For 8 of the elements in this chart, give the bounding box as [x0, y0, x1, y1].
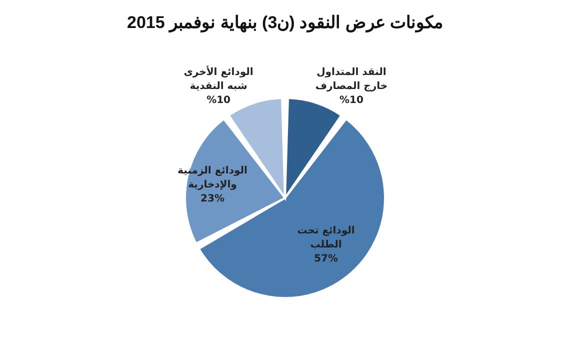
data-label: 23% [200, 193, 224, 204]
slice-label: النقد المتداول خارج المصارف [315, 66, 388, 92]
chart-title: مكونات عرض النقود (ن3) بنهاية نوفمبر 2015 [127, 13, 443, 33]
slice-label: الودائع الأخرى شبه النقدية [184, 64, 254, 92]
data-label: 57% [314, 254, 338, 265]
data-label: %10 [206, 94, 231, 106]
slice-label: الودائع تحت الطلب [297, 226, 355, 251]
data-label: %10 [339, 94, 364, 106]
